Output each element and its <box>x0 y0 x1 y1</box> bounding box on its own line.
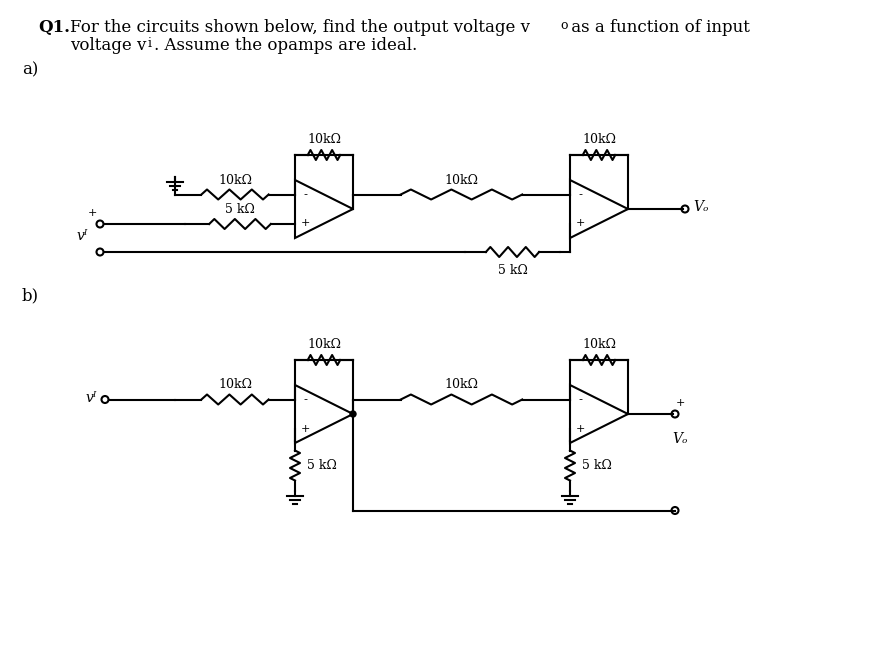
Text: +: + <box>87 208 97 218</box>
Text: as a function of input: as a function of input <box>566 19 750 36</box>
Text: . Assume the opamps are ideal.: . Assume the opamps are ideal. <box>154 37 417 54</box>
Text: 5 kΩ: 5 kΩ <box>225 203 255 216</box>
Text: 10kΩ: 10kΩ <box>307 133 341 146</box>
Text: +: + <box>301 424 309 434</box>
Text: -: - <box>578 190 582 200</box>
Text: Vₒ: Vₒ <box>693 200 708 214</box>
Text: vᴵ: vᴵ <box>77 229 88 243</box>
Text: -: - <box>303 190 307 200</box>
Text: 10kΩ: 10kΩ <box>445 378 478 391</box>
Text: 10kΩ: 10kΩ <box>445 173 478 186</box>
Text: +: + <box>575 424 585 434</box>
Text: 10kΩ: 10kΩ <box>582 133 616 146</box>
Text: i: i <box>148 37 152 50</box>
Text: vᴵ: vᴵ <box>86 391 97 405</box>
Text: -: - <box>303 395 307 405</box>
Text: 5 kΩ: 5 kΩ <box>497 264 527 277</box>
Text: For the circuits shown below, find the output voltage v: For the circuits shown below, find the o… <box>70 19 530 36</box>
Text: Q1.: Q1. <box>38 19 70 36</box>
Text: +: + <box>676 398 684 408</box>
Text: b): b) <box>22 287 39 304</box>
Text: 10kΩ: 10kΩ <box>307 338 341 351</box>
Text: o: o <box>560 19 567 32</box>
Text: voltage v: voltage v <box>70 37 146 54</box>
Text: 5 kΩ: 5 kΩ <box>307 459 336 472</box>
Text: +: + <box>301 219 309 229</box>
Text: 10kΩ: 10kΩ <box>218 378 252 391</box>
Text: +: + <box>575 219 585 229</box>
Text: 5 kΩ: 5 kΩ <box>582 459 612 472</box>
Text: a): a) <box>22 61 38 78</box>
Text: Vₒ: Vₒ <box>672 432 688 446</box>
Text: 10kΩ: 10kΩ <box>218 173 252 186</box>
Text: 10kΩ: 10kΩ <box>582 338 616 351</box>
Circle shape <box>350 411 356 417</box>
Text: -: - <box>578 395 582 405</box>
